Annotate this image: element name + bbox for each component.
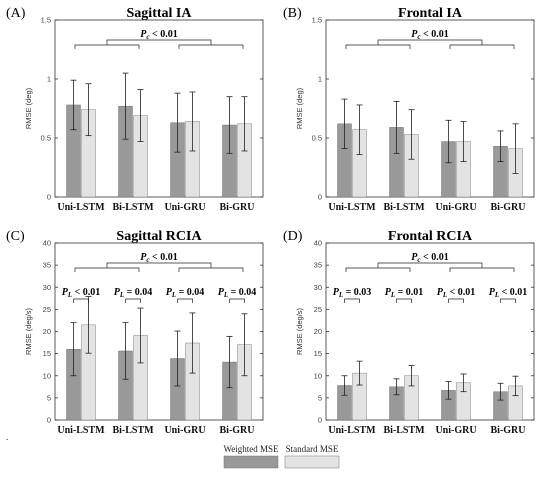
- legend: Weighted MSE Standard MSE: [223, 444, 340, 469]
- y-tick-label: 15: [314, 349, 322, 358]
- y-tick-label: 10: [43, 371, 51, 380]
- y-tick-label: 1.5: [312, 16, 322, 25]
- x-tick-label: Uni-LSTM: [328, 425, 376, 436]
- panel-title: Frontal RCIA: [388, 229, 473, 244]
- legend-label: Weighted MSE: [223, 444, 279, 454]
- x-tick-label: Uni-GRU: [435, 425, 476, 436]
- pair-bracket: [500, 298, 516, 303]
- significance-label: Pc < 0.01: [411, 29, 448, 41]
- x-tick-label: Bi-LSTM: [383, 202, 425, 213]
- legend-label: Standard MSE: [286, 444, 339, 454]
- y-tick-label: 35: [314, 261, 322, 270]
- y-tick-label: 0: [47, 416, 51, 425]
- x-tick-label: Bi-LSTM: [112, 202, 154, 213]
- significance-bracket: [345, 262, 515, 272]
- pair-bracket: [229, 298, 245, 303]
- y-axis-label: RMSE (deg/s): [24, 307, 33, 355]
- significance-bracket: [74, 262, 244, 272]
- x-tick-label: Uni-LSTM: [57, 425, 105, 436]
- pair-significance-label: PL < 0.01: [437, 287, 476, 299]
- pair-significance-label: PL < 0.01: [489, 287, 528, 299]
- pair-bracket: [73, 298, 89, 303]
- y-tick-label: 0.5: [312, 134, 322, 143]
- panel-label: (A): [6, 6, 26, 21]
- y-tick-label: 0.5: [41, 134, 51, 143]
- significance-bracket: [74, 39, 244, 49]
- x-tick-label: Bi-LSTM: [112, 425, 154, 436]
- pair-bracket: [396, 298, 412, 303]
- y-tick-label: 20: [43, 327, 51, 336]
- panel-b: (B) Frontal IA 0 0.5 1 1.5 RMSE (deg) Uni-LSTM B…: [283, 6, 535, 213]
- x-tick-label: Uni-GRU: [164, 425, 205, 436]
- pair-bracket: [344, 298, 360, 303]
- significance-label: Pc < 0.01: [140, 29, 177, 41]
- x-tick-label: Uni-LSTM: [57, 202, 105, 213]
- pair-significance-label: PL = 0.04: [166, 287, 205, 299]
- y-axis-label: RMSE (deg): [295, 87, 304, 129]
- y-tick-label: 25: [314, 305, 322, 314]
- panel-c: (C) Sagittal RCIA 0 5 10 15 20 25 30 35 40 RMSE (de…: [6, 229, 264, 436]
- panel-title: Sagittal IA: [127, 6, 193, 21]
- y-tick-label: 0: [47, 193, 51, 202]
- x-tick-label: Bi-GRU: [491, 202, 526, 213]
- panel-title: Sagittal RCIA: [116, 229, 202, 244]
- y-tick-label: 5: [318, 393, 322, 402]
- legend-swatch: [223, 455, 279, 469]
- y-tick-label: 30: [43, 283, 51, 292]
- y-tick-label: 10: [314, 371, 322, 380]
- x-tick-label: Bi-GRU: [220, 425, 255, 436]
- significance-label: Pc < 0.01: [140, 252, 177, 264]
- panel-label: (C): [6, 229, 25, 244]
- y-tick-label: 20: [314, 327, 322, 336]
- x-tick-label: Bi-GRU: [220, 202, 255, 213]
- pair-bracket: [125, 298, 141, 303]
- y-axis-label: RMSE (deg): [24, 87, 33, 129]
- panel-label: (B): [283, 6, 302, 21]
- legend-swatch: [284, 455, 340, 469]
- y-tick-label: 40: [314, 239, 322, 248]
- pair-significance-label: PL = 0.04: [114, 287, 153, 299]
- pair-bracket: [177, 298, 193, 303]
- x-tick-label: Uni-GRU: [164, 202, 205, 213]
- y-axis-label: RMSE (deg/s): [295, 307, 304, 355]
- panel-a: (A) Sagittal IA 0 0.5 1 1.5 RMSE (deg) Uni-LSTM…: [6, 6, 264, 213]
- y-tick-label: 0: [318, 416, 322, 425]
- y-tick-label: 1.5: [41, 16, 51, 25]
- significance-label: Pc < 0.01: [411, 252, 448, 264]
- y-tick-label: 1: [318, 75, 322, 84]
- x-tick-label: Uni-LSTM: [328, 202, 376, 213]
- panel-title: Frontal IA: [398, 6, 463, 21]
- y-tick-label: 15: [43, 349, 51, 358]
- footnote: .: [6, 432, 8, 442]
- panel-label: (D): [283, 229, 303, 244]
- pair-bracket: [448, 298, 464, 303]
- pair-significance-label: PL < 0.01: [62, 287, 101, 299]
- pair-significance-label: PL = 0.04: [218, 287, 257, 299]
- x-tick-label: Bi-LSTM: [383, 425, 425, 436]
- x-tick-label: Bi-GRU: [491, 425, 526, 436]
- significance-bracket: [345, 39, 515, 49]
- y-tick-label: 5: [47, 393, 51, 402]
- pair-significance-label: PL = 0.01: [385, 287, 424, 299]
- y-tick-label: 1: [47, 75, 51, 84]
- panel-d: (D) Frontal RCIA 0 5 10 15 20 25 30 35 40 RMSE (deg…: [283, 229, 535, 436]
- y-tick-label: 25: [43, 305, 51, 314]
- y-tick-label: 0: [318, 193, 322, 202]
- y-tick-label: 30: [314, 283, 322, 292]
- y-tick-label: 40: [43, 239, 51, 248]
- pair-significance-label: PL = 0.03: [333, 287, 372, 299]
- axes-frame: [325, 19, 535, 198]
- x-tick-label: Uni-GRU: [435, 202, 476, 213]
- y-tick-label: 35: [43, 261, 51, 270]
- axes-frame: [54, 19, 264, 198]
